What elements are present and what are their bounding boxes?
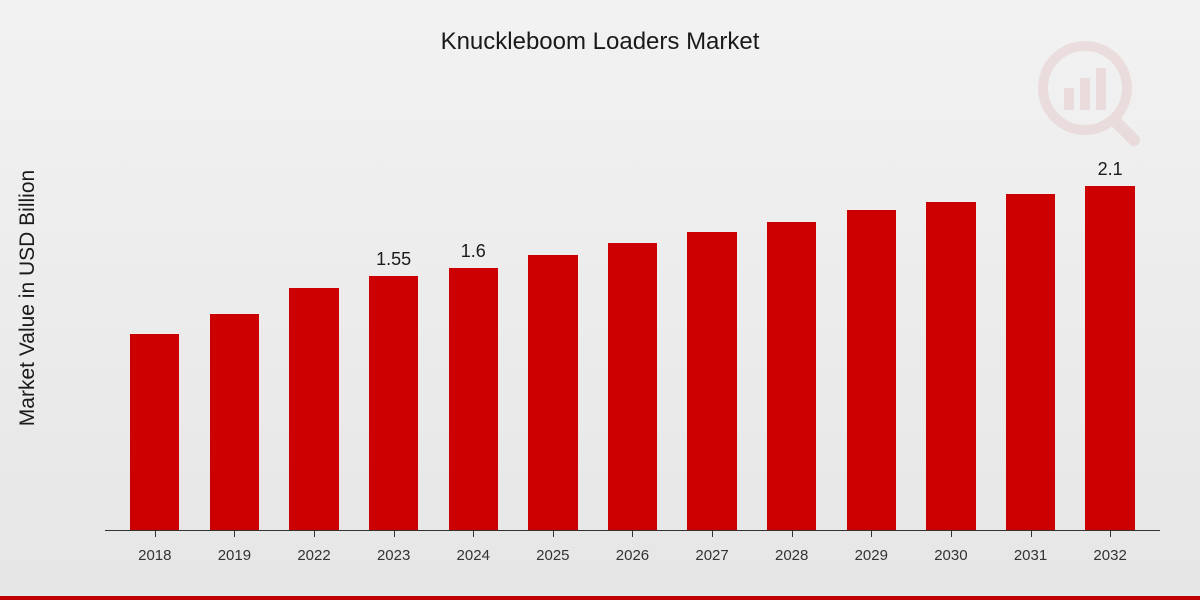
bar-slot: 2.1 xyxy=(1070,120,1150,531)
x-axis-labels: 2018201920222023202420252026202720282029… xyxy=(105,547,1160,564)
bar-value-label: 1.55 xyxy=(354,249,434,270)
bar-slot xyxy=(274,120,354,531)
x-tick xyxy=(234,531,235,537)
bar-slot xyxy=(593,120,673,531)
bar xyxy=(528,255,577,531)
bar-slot xyxy=(991,120,1071,531)
x-axis-label: 2024 xyxy=(433,547,513,564)
bar xyxy=(369,276,418,531)
bar-slot xyxy=(195,120,275,531)
bar-slot: 1.55 xyxy=(354,120,434,531)
bar-slot xyxy=(513,120,593,531)
x-tick xyxy=(632,531,633,537)
bar xyxy=(130,334,179,531)
bar xyxy=(449,268,498,531)
x-tick xyxy=(792,531,793,537)
bar xyxy=(608,243,657,531)
x-tick xyxy=(951,531,952,537)
bar-slot xyxy=(911,120,991,531)
x-tick xyxy=(394,531,395,537)
y-axis-label: Market Value in USD Billion xyxy=(16,170,40,426)
x-axis-label: 2023 xyxy=(354,547,434,564)
bar xyxy=(210,314,259,531)
bar xyxy=(1085,186,1134,531)
x-tick xyxy=(871,531,872,537)
bar xyxy=(847,210,896,531)
bar-slot xyxy=(831,120,911,531)
bar-slot xyxy=(752,120,832,531)
bars-container: 1.551.6 2.1 xyxy=(105,120,1160,531)
x-axis-label: 2028 xyxy=(752,547,832,564)
x-axis-label: 2022 xyxy=(274,547,354,564)
bar-slot xyxy=(115,120,195,531)
x-axis-label: 2030 xyxy=(911,547,991,564)
bar xyxy=(289,288,338,531)
x-tick xyxy=(712,531,713,537)
x-axis-label: 2026 xyxy=(593,547,673,564)
bar-value-label: 1.6 xyxy=(433,241,513,262)
x-axis-label: 2025 xyxy=(513,547,593,564)
bar xyxy=(687,232,736,531)
bar-slot: 1.6 xyxy=(433,120,513,531)
x-axis-label: 2018 xyxy=(115,547,195,564)
bar xyxy=(767,222,816,531)
x-tick xyxy=(155,531,156,537)
x-axis-label: 2029 xyxy=(831,547,911,564)
x-tick xyxy=(473,531,474,537)
bar xyxy=(1006,194,1055,531)
bar-slot xyxy=(672,120,752,531)
x-axis-label: 2032 xyxy=(1070,547,1150,564)
chart-title: Knuckleboom Loaders Market xyxy=(0,28,1200,56)
x-axis-label: 2031 xyxy=(991,547,1071,564)
x-axis-label: 2027 xyxy=(672,547,752,564)
plot-area: 1.551.6 2.1 xyxy=(105,120,1160,531)
x-tick xyxy=(314,531,315,537)
x-tick xyxy=(553,531,554,537)
x-axis-label: 2019 xyxy=(195,547,275,564)
x-tick xyxy=(1031,531,1032,537)
x-tick xyxy=(1110,531,1111,537)
x-axis-baseline xyxy=(105,530,1160,531)
bar xyxy=(926,202,975,531)
bar-value-label: 2.1 xyxy=(1070,159,1150,180)
